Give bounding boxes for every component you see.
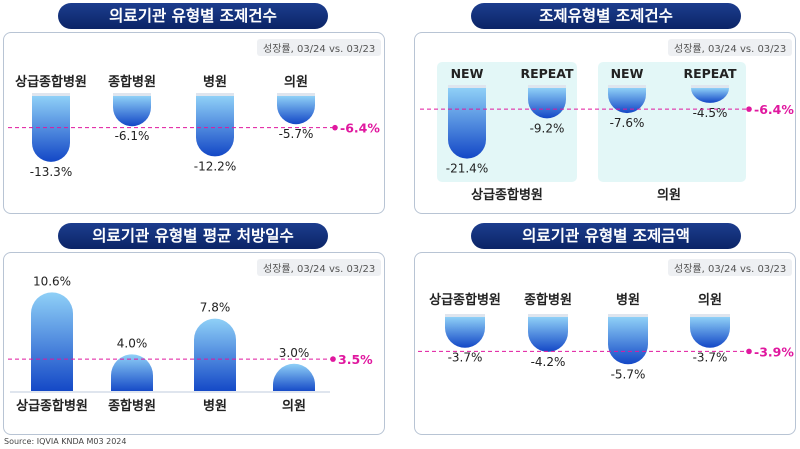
category-label: 상급종합병원: [16, 398, 88, 414]
bar: [608, 88, 646, 114]
source-note: Source: IQVIA KNDA M03 2024: [4, 437, 127, 446]
category-label: 의원: [698, 292, 722, 308]
average-marker: [746, 348, 752, 355]
data-label: -13.3%: [30, 165, 72, 179]
bar-cap: [691, 85, 729, 88]
bar: [111, 354, 153, 392]
panel-title: 조제유형별 조제건수: [471, 3, 741, 29]
category-label: 종합병원: [524, 292, 572, 308]
bar-cap: [448, 85, 486, 88]
bar-cap: [32, 93, 70, 96]
growth-label: 성장률, 03/24 vs. 03/23: [257, 39, 382, 56]
bar: [445, 317, 485, 348]
data-label: -4.2%: [531, 355, 566, 369]
data-label: -4.5%: [693, 106, 728, 120]
bar: [196, 96, 234, 157]
bar: [32, 96, 70, 162]
category-label: 상급종합병원: [429, 292, 501, 308]
bar-cap: [445, 314, 485, 317]
group-label: 상급종합병원: [471, 187, 543, 203]
category-label: 병원: [203, 398, 227, 414]
data-label: -6.1%: [115, 129, 150, 143]
bar-cap: [528, 85, 566, 88]
bar-cap: [113, 93, 151, 96]
category-label: NEW: [451, 66, 484, 81]
category-label: NEW: [611, 66, 644, 81]
data-label: -3.7%: [448, 351, 483, 365]
average-marker: [746, 106, 752, 112]
category-label: 종합병원: [108, 398, 156, 414]
bar: [277, 96, 315, 125]
data-label: -21.4%: [446, 162, 488, 176]
data-label: -5.7%: [279, 127, 314, 141]
category-label: 종합병원: [108, 74, 156, 90]
data-label: -7.6%: [610, 116, 645, 130]
bar: [608, 317, 648, 365]
category-label: 병원: [203, 74, 227, 90]
bar: [448, 88, 486, 159]
average-marker: [330, 356, 336, 362]
average-label: -6.4%: [340, 121, 380, 136]
data-label: 4.0%: [117, 336, 148, 350]
average-label: -6.4%: [754, 102, 794, 117]
average-marker: [332, 124, 338, 131]
data-label: 7.8%: [200, 301, 231, 315]
data-label: -9.2%: [530, 121, 565, 135]
growth-label: 성장률, 03/24 vs. 03/23: [668, 259, 793, 276]
data-label: -3.7%: [693, 351, 728, 365]
category-label: 의원: [284, 74, 308, 90]
average-label: 3.5%: [338, 352, 373, 367]
category-label: 상급종합병원: [15, 74, 87, 90]
group-label: 의원: [657, 187, 681, 203]
bar: [690, 317, 730, 348]
bar: [113, 96, 151, 127]
panel-title: 의료기관 유형별 조제금액: [471, 223, 741, 249]
average-label: -3.9%: [754, 344, 794, 359]
data-label: 3.0%: [279, 346, 310, 360]
bar: [31, 292, 73, 392]
bar-cap: [277, 93, 315, 96]
bar: [273, 363, 315, 392]
growth-label: 성장률, 03/24 vs. 03/23: [257, 259, 382, 276]
bar: [528, 317, 568, 352]
bar-cap: [528, 314, 568, 317]
bar-cap: [608, 314, 648, 317]
data-label: -5.7%: [611, 367, 646, 381]
bar-cap: [690, 314, 730, 317]
category-label: 병원: [616, 292, 640, 308]
bar: [528, 88, 566, 119]
panel-dispensing-amount: [414, 252, 796, 435]
growth-label: 성장률, 03/24 vs. 03/23: [668, 39, 793, 56]
bar-cap: [608, 85, 646, 88]
bar-cap: [196, 93, 234, 96]
category-label: 의원: [282, 398, 306, 414]
panel-title: 의료기관 유형별 조제건수: [58, 3, 328, 29]
data-label: -12.2%: [194, 159, 236, 173]
bar: [194, 318, 236, 392]
panel-title: 의료기관 유형별 평균 처방일수: [58, 223, 328, 249]
data-label: 10.6%: [33, 274, 71, 288]
category-label: REPEAT: [520, 66, 574, 81]
category-label: REPEAT: [683, 66, 737, 81]
bar: [691, 88, 729, 103]
